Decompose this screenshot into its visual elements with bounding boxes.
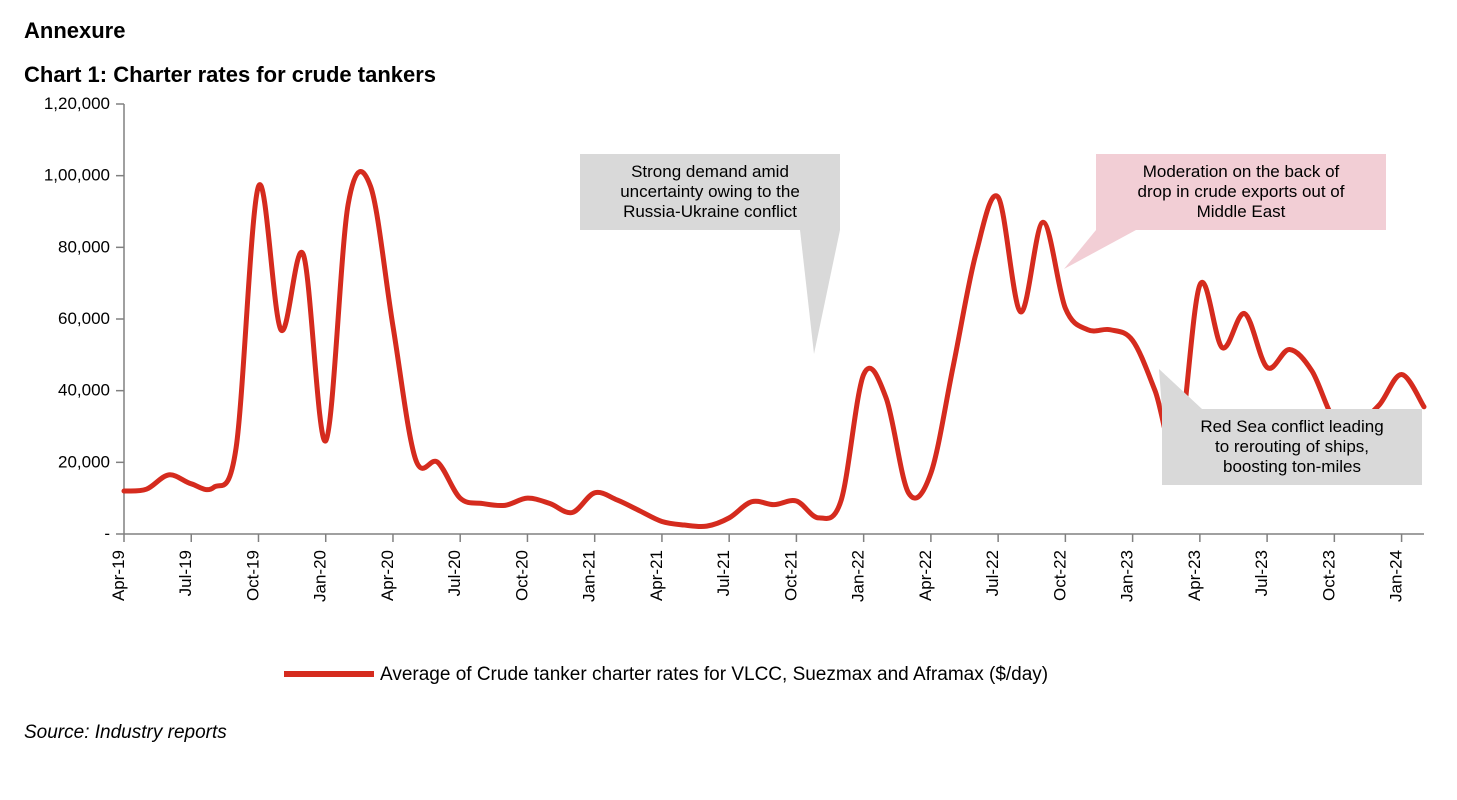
x-tick-label: Oct-22 xyxy=(1050,550,1069,601)
callout-text: to rerouting of ships, xyxy=(1215,437,1369,456)
page: Annexure Chart 1: Charter rates for crud… xyxy=(0,0,1457,800)
x-tick-label: Jan-23 xyxy=(1118,550,1137,602)
x-tick-label: Jul-20 xyxy=(445,550,464,596)
callout-russia-ukraine: Strong demand amiduncertainty owing to t… xyxy=(580,154,840,354)
callout-text: uncertainty owing to the xyxy=(620,182,800,201)
x-tick-label: Oct-23 xyxy=(1319,550,1338,601)
callout-text: drop in crude exports out of xyxy=(1138,182,1345,201)
line-chart: - 20,000 40,000 60,000 80,000 1,00,000 1,20,00… xyxy=(24,94,1433,714)
x-tick-label: Apr-20 xyxy=(378,550,397,601)
legend-label: Average of Crude tanker charter rates fo… xyxy=(380,664,1048,685)
callout-middle-east-moderation: Moderation on the back ofdrop in crude e… xyxy=(1064,154,1386,269)
x-tick-label: Oct-20 xyxy=(512,550,531,601)
x-tick-label: Oct-19 xyxy=(243,550,262,601)
callout-text: Moderation on the back of xyxy=(1143,162,1340,181)
x-tick-label: Jul-23 xyxy=(1252,550,1271,596)
x-tick-label: Apr-21 xyxy=(647,550,666,601)
source-citation: Source: Industry reports xyxy=(24,722,1433,744)
callout-text: Middle East xyxy=(1197,202,1286,221)
x-tick-label: Jan-20 xyxy=(311,550,330,602)
x-tick-label: Jan-21 xyxy=(580,550,599,602)
x-tick-label: Apr-22 xyxy=(916,550,935,601)
callout-text: Strong demand amid xyxy=(631,162,789,181)
x-tick-label: Jan-22 xyxy=(849,550,868,602)
x-tick-label: Jul-19 xyxy=(176,550,195,596)
x-tick-label: Jul-21 xyxy=(714,550,733,596)
y-tick-label: 1,00,000 xyxy=(44,166,110,185)
y-tick-label: 80,000 xyxy=(58,237,110,256)
y-tick-label: 40,000 xyxy=(58,381,110,400)
callout-text: Russia-Ukraine conflict xyxy=(623,202,797,221)
y-tick-label: - xyxy=(104,524,110,543)
callout-text: Red Sea conflict leading xyxy=(1200,417,1383,436)
x-tick-label: Jan-24 xyxy=(1387,550,1406,602)
callout-text: boosting ton-miles xyxy=(1223,457,1361,476)
x-tick-label: Oct-21 xyxy=(781,550,800,601)
x-tick-label: Apr-19 xyxy=(109,550,128,601)
y-tick-label: 60,000 xyxy=(58,309,110,328)
x-tick-label: Jul-22 xyxy=(983,550,1002,596)
y-tick-label: 1,20,000 xyxy=(44,94,110,113)
chart-container: - 20,000 40,000 60,000 80,000 1,00,000 1,20,00… xyxy=(24,94,1433,714)
y-tick-label: 20,000 xyxy=(58,452,110,471)
chart-title: Chart 1: Charter rates for crude tankers xyxy=(24,62,1433,88)
section-heading: Annexure xyxy=(24,18,1433,44)
callout-red-sea: Red Sea conflict leadingto rerouting of … xyxy=(1159,369,1422,485)
x-tick-label: Apr-23 xyxy=(1185,550,1204,601)
